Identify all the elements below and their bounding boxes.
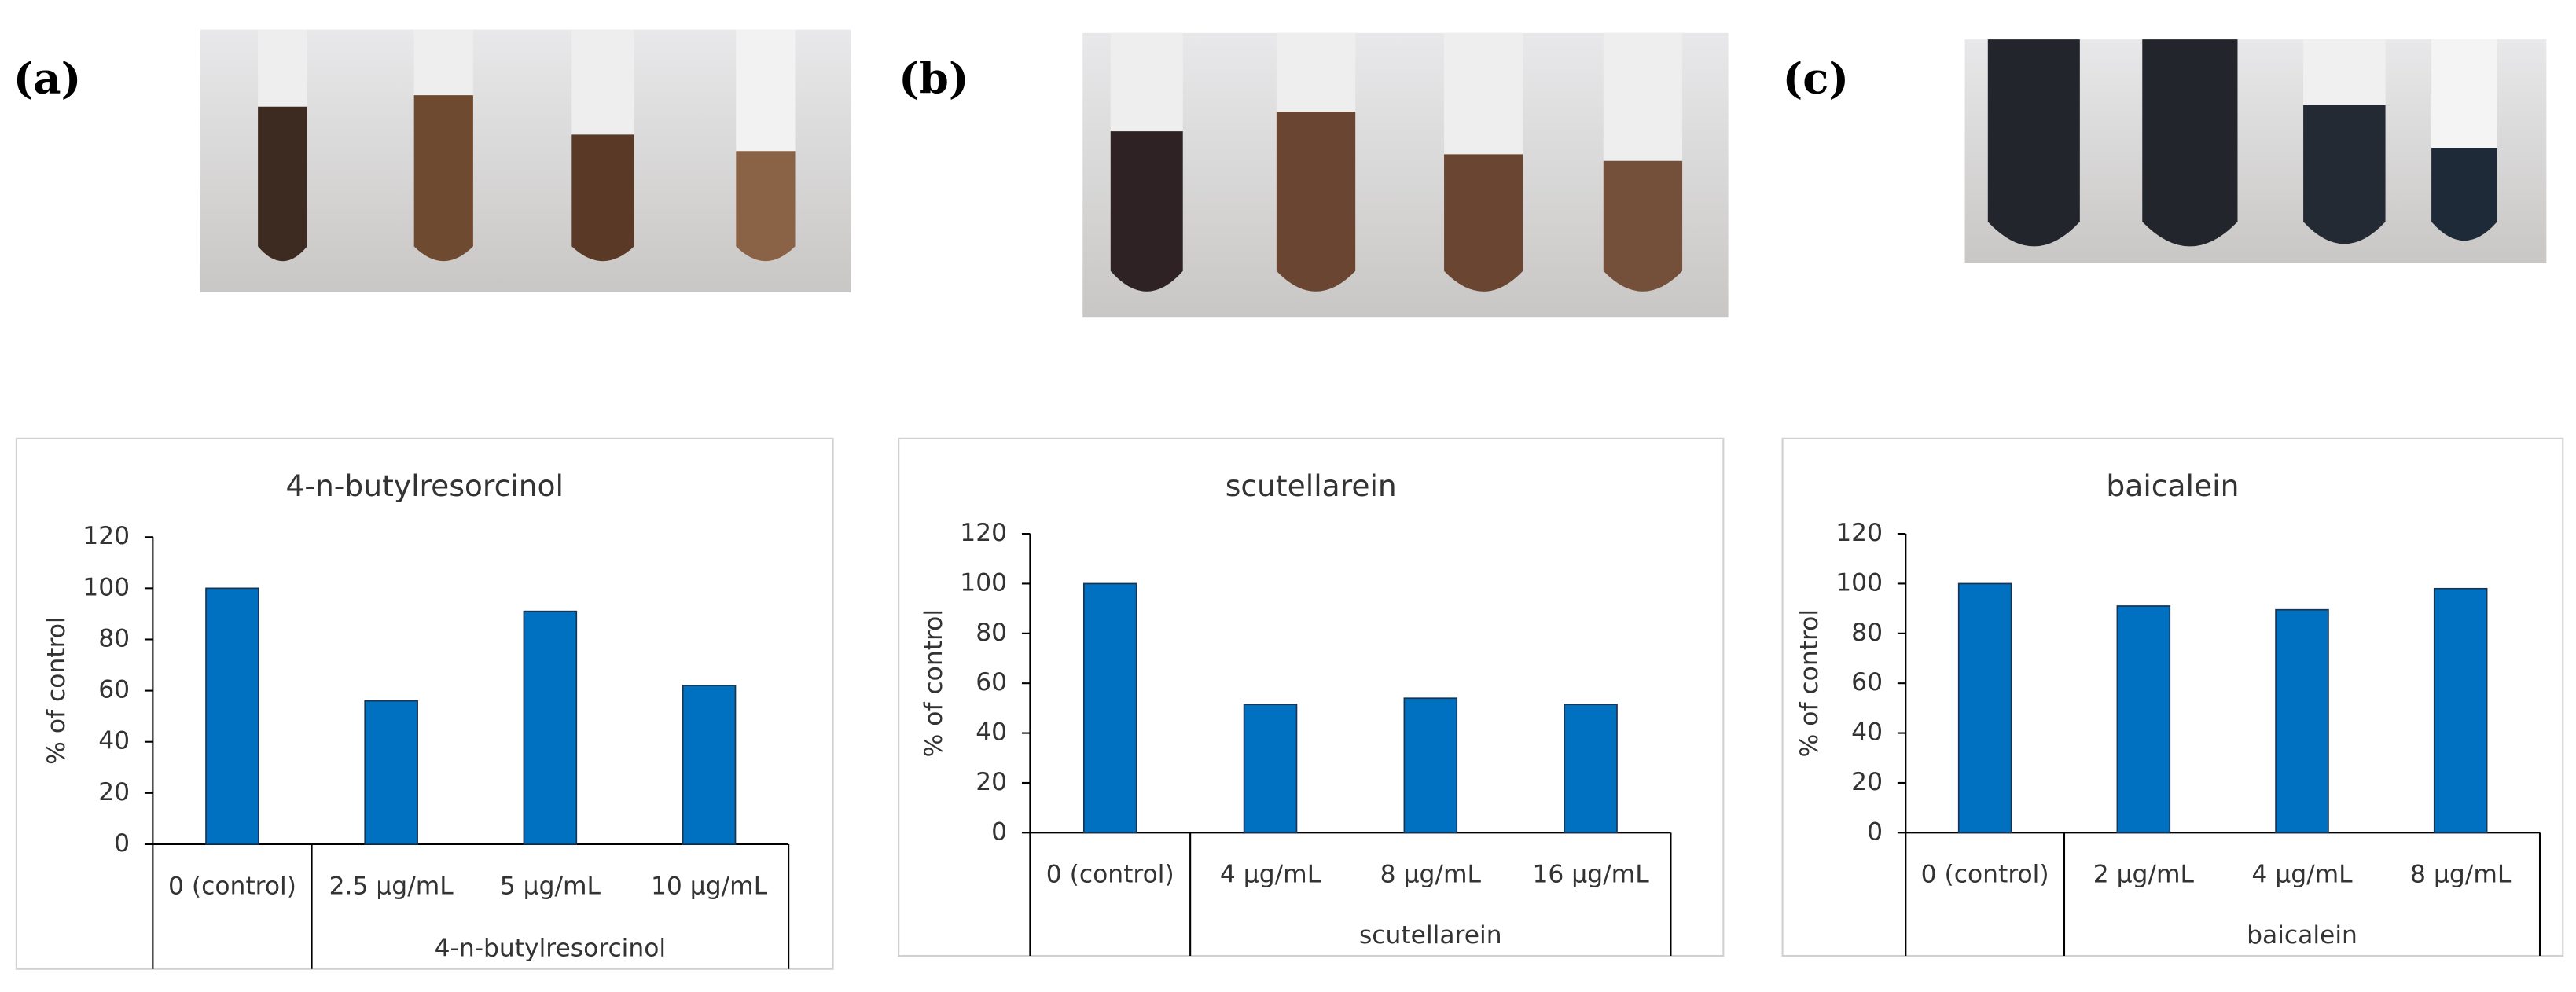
panel-label: (c) bbox=[1783, 53, 1850, 104]
x-tick-label: 2.5 µg/mL bbox=[329, 872, 454, 900]
y-tick-label: 20 bbox=[1851, 768, 1883, 796]
chart-frame bbox=[15, 437, 834, 970]
y-tick-label: 60 bbox=[1851, 668, 1883, 696]
bar bbox=[1957, 582, 2012, 834]
x-tick-label: 0 (control) bbox=[1921, 861, 2049, 889]
y-tick-label: 120 bbox=[83, 522, 130, 550]
bar bbox=[2433, 587, 2488, 834]
y-tick-label: 40 bbox=[98, 727, 130, 755]
panel-label: (b) bbox=[898, 53, 968, 104]
bar bbox=[682, 685, 737, 845]
y-tick-label: 100 bbox=[1836, 568, 1883, 597]
chart-title: baicalein bbox=[2106, 468, 2239, 503]
y-axis-label: % of control bbox=[920, 609, 948, 757]
bar bbox=[364, 700, 418, 845]
bar bbox=[523, 610, 578, 845]
bar bbox=[1082, 582, 1137, 834]
y-tick-label: 80 bbox=[98, 624, 130, 652]
y-tick-label: 20 bbox=[976, 768, 1007, 796]
y-tick-label: 100 bbox=[83, 573, 130, 601]
y-tick-label: 120 bbox=[1836, 519, 1883, 547]
chart-title: scutellarein bbox=[1226, 468, 1397, 503]
photo-a bbox=[200, 29, 851, 292]
bar bbox=[1243, 704, 1298, 834]
chart-title: 4-n-butylresorcinol bbox=[285, 468, 564, 503]
x-tick-label: 10 µg/mL bbox=[651, 872, 768, 900]
bar bbox=[1564, 704, 1618, 834]
y-tick-label: 0 bbox=[991, 817, 1007, 846]
y-tick-label: 40 bbox=[976, 718, 1007, 747]
photo-b bbox=[1082, 32, 1729, 318]
y-tick-label: 80 bbox=[1851, 619, 1883, 647]
x-tick-label: 8 µg/mL bbox=[2410, 861, 2512, 889]
y-tick-label: 0 bbox=[114, 829, 130, 858]
y-tick-label: 100 bbox=[960, 568, 1007, 597]
y-tick-label: 120 bbox=[960, 519, 1007, 547]
y-tick-label: 60 bbox=[976, 668, 1007, 696]
x-tick-label: 0 (control) bbox=[168, 872, 296, 900]
y-axis-label: % of control bbox=[42, 616, 71, 764]
y-tick-label: 0 bbox=[1867, 817, 1883, 846]
bar bbox=[2116, 605, 2171, 834]
chart-frame bbox=[1781, 437, 2564, 957]
x-tick-label: 16 µg/mL bbox=[1532, 861, 1649, 889]
panel-label: (a) bbox=[13, 53, 82, 104]
y-tick-label: 40 bbox=[1851, 718, 1883, 747]
x-tick-label: 4 µg/mL bbox=[2251, 861, 2353, 889]
x-tick-label: 2 µg/mL bbox=[2093, 861, 2195, 889]
group-label: scutellarein bbox=[1359, 921, 1502, 950]
x-tick-label: 4 µg/mL bbox=[1220, 861, 1321, 889]
group-label: 4-n-butylresorcinol bbox=[435, 935, 667, 963]
y-axis-label: % of control bbox=[1795, 609, 1824, 757]
x-tick-label: 8 µg/mL bbox=[1380, 861, 1482, 889]
bar bbox=[1403, 697, 1458, 834]
chart-frame bbox=[898, 437, 1725, 957]
x-tick-label: 5 µg/mL bbox=[500, 872, 601, 900]
bar bbox=[205, 587, 259, 845]
x-tick-label: 0 (control) bbox=[1046, 861, 1174, 889]
y-tick-label: 60 bbox=[98, 676, 130, 704]
photo-c bbox=[1964, 39, 2547, 263]
group-label: baicalein bbox=[2247, 921, 2357, 950]
y-tick-label: 80 bbox=[976, 619, 1007, 647]
y-tick-label: 20 bbox=[98, 778, 130, 806]
bar bbox=[2275, 608, 2329, 834]
